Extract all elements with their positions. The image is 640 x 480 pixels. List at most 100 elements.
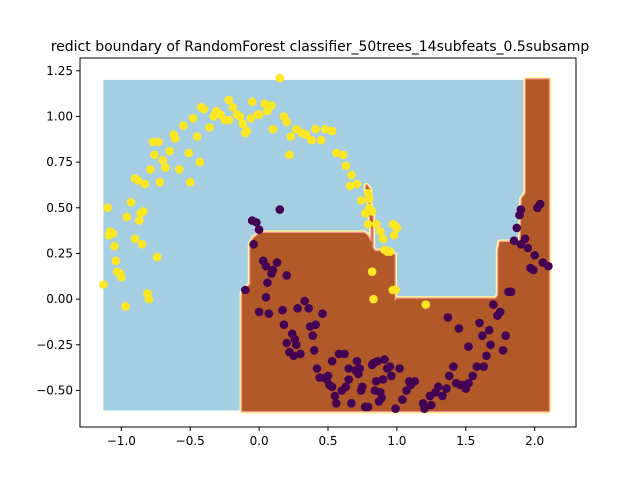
- series-1-point-110: [523, 243, 533, 253]
- series-1-point-81: [442, 384, 451, 393]
- series-0-point-100: [285, 150, 294, 160]
- series-0-point-48: [228, 103, 238, 112]
- series-0-point-19: [140, 179, 150, 189]
- series-0-point-76: [341, 161, 351, 171]
- series-0-point-50: [235, 112, 245, 121]
- y-tick-label-5: 0.75: [46, 155, 73, 169]
- series-0-point-70: [311, 124, 320, 134]
- x-tick-label-1: −0.5: [176, 434, 205, 448]
- series-1-point-58: [371, 377, 381, 386]
- series-1-point-30: [309, 346, 319, 355]
- series-1-point-4: [254, 225, 264, 234]
- series-0-point-99: [224, 115, 234, 125]
- series-0-point-39: [195, 157, 205, 167]
- series-1-point-62: [377, 393, 387, 403]
- x-tick-label-2: 0.0: [250, 434, 269, 448]
- series-1-point-120: [443, 313, 453, 322]
- series-0-point-1: [103, 203, 112, 213]
- series-1-point-119: [464, 342, 473, 351]
- series-1-point-23: [292, 340, 301, 350]
- series-1-point-68: [391, 404, 400, 414]
- series-0-point-75: [338, 150, 348, 160]
- series-1-point-17: [282, 338, 292, 348]
- series-1-point-9: [263, 278, 272, 288]
- series-1-point-116: [544, 261, 553, 271]
- series-1-point-21: [289, 351, 298, 361]
- series-1-point-29: [308, 331, 318, 341]
- series-1-point-98: [489, 300, 498, 309]
- series-1-point-79: [433, 382, 443, 392]
- series-0-point-10: [121, 302, 130, 311]
- series-1-point-94: [479, 362, 489, 372]
- series-0-point-72: [320, 124, 330, 134]
- series-0-point-21: [144, 294, 154, 304]
- series-1-point-33: [318, 309, 327, 319]
- series-0-point-85: [376, 227, 385, 236]
- series-1-point-122: [355, 364, 365, 373]
- series-1-point-92: [475, 318, 484, 328]
- series-1-point-121: [344, 375, 354, 384]
- y-tick-label-3: 0.25: [46, 246, 73, 260]
- series-0-point-91: [389, 230, 399, 240]
- series-1-point-85: [454, 324, 464, 333]
- series-0-point-62: [275, 73, 285, 83]
- chart-title: redict boundary of RandomForest classifi…: [51, 39, 590, 55]
- series-0-point-54: [246, 114, 256, 123]
- series-1-point-15: [278, 305, 287, 315]
- series-1-point-124: [311, 320, 320, 330]
- series-1-point-24: [293, 304, 303, 313]
- series-1-point-59: [373, 356, 382, 366]
- series-0-point-42: [205, 123, 214, 132]
- series-0-point-95: [369, 294, 378, 304]
- series-1-point-117: [516, 205, 526, 214]
- series-1-point-18: [282, 271, 292, 280]
- series-1-point-70: [398, 395, 407, 404]
- series-1-point-67: [387, 371, 396, 381]
- series-0-point-15: [134, 216, 144, 225]
- series-0-point-64: [282, 117, 292, 127]
- series-1-point-112: [530, 251, 539, 260]
- series-1-point-64: [380, 355, 389, 364]
- series-1-point-38: [327, 356, 337, 366]
- series-0-point-12: [126, 198, 136, 207]
- series-1-point-46: [344, 364, 354, 373]
- series-0-point-24: [150, 150, 159, 160]
- series-0-point-89: [385, 247, 395, 256]
- y-tick-label-0: −0.50: [36, 383, 73, 397]
- series-0-point-102: [345, 181, 355, 191]
- y-tick-label-7: 1.25: [46, 64, 73, 78]
- series-0-point-71: [316, 135, 326, 145]
- series-1-point-83: [449, 362, 458, 372]
- series-1-point-109: [520, 234, 530, 244]
- series-0-point-65: [286, 132, 296, 141]
- series-0-point-30: [165, 146, 174, 156]
- series-0-point-9: [117, 272, 126, 282]
- series-1-point-40: [330, 391, 340, 401]
- series-1-point-8: [261, 293, 271, 302]
- series-1-point-114: [535, 199, 545, 209]
- series-0-point-36: [185, 177, 195, 187]
- series-1-point-26: [300, 296, 309, 306]
- y-tick-label-4: 0.50: [46, 201, 73, 215]
- series-0-point-61: [268, 124, 278, 134]
- series-1-point-7: [261, 261, 271, 271]
- series-0-point-55: [247, 97, 257, 107]
- axes: −1.0 −0.5 0.0 0.5 1.0 1.5 2.0 −0.50 −0.25 0.00 0.2…: [36, 57, 577, 448]
- series-1-point-100: [495, 307, 505, 317]
- series-1-point-27: [304, 304, 314, 313]
- series-0-point-57: [254, 110, 264, 119]
- series-0-point-26: [154, 137, 163, 147]
- series-0-point-103: [365, 194, 374, 203]
- series-1-point-66: [385, 362, 395, 372]
- series-0-point-83: [367, 207, 377, 216]
- series-1-point-89: [464, 378, 473, 388]
- series-1-point-106: [512, 223, 522, 233]
- series-1-point-44: [340, 349, 349, 359]
- series-1-point-49: [352, 356, 362, 366]
- series-1-point-45: [341, 382, 351, 392]
- series-1-point-2: [249, 240, 258, 249]
- series-0-point-18: [139, 207, 148, 216]
- series-1-point-10: [264, 309, 274, 319]
- series-1-point-101: [498, 346, 508, 355]
